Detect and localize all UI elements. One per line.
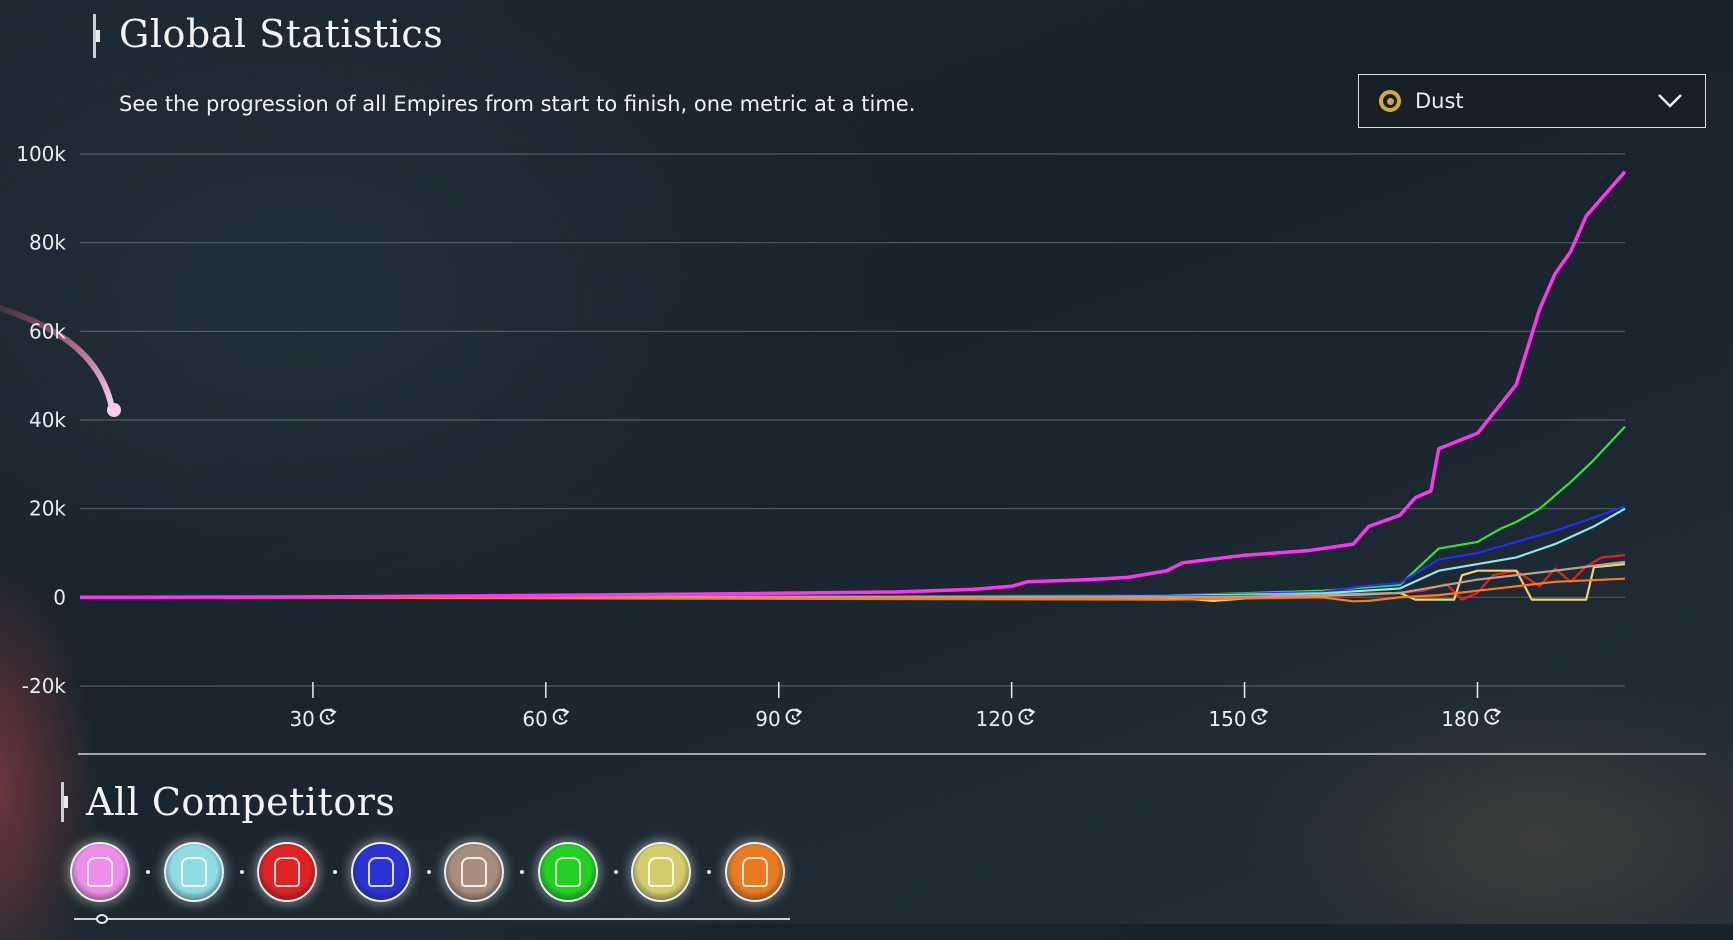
series-line — [79, 170, 1627, 600]
cathedral-icon — [274, 857, 300, 887]
y-tick-label: -20k — [22, 674, 67, 698]
turn-icon — [1251, 708, 1269, 725]
turn-icon — [1018, 708, 1036, 725]
section-marker — [93, 14, 96, 58]
y-tick-label: 20k — [29, 497, 66, 521]
chevron-down-icon — [1658, 94, 1682, 108]
crystal-icon — [87, 857, 113, 887]
comet-decoration — [0, 305, 121, 417]
y-tick-label: 80k — [29, 231, 66, 255]
competitor-avatar[interactable] — [70, 842, 130, 902]
turn-icon — [1484, 708, 1502, 725]
insect-icon — [741, 857, 768, 887]
dust-icon — [1379, 90, 1401, 112]
winged-icon — [367, 857, 394, 887]
competitor-avatar[interactable] — [631, 842, 691, 902]
turn-icon — [319, 708, 337, 725]
section-marker — [61, 782, 64, 822]
x-tick-label: 30 — [289, 707, 314, 731]
section-divider — [78, 753, 1706, 755]
competitor-avatar[interactable] — [257, 842, 317, 902]
page-title: Global Statistics — [119, 12, 444, 56]
metric-dropdown[interactable]: Dust — [1358, 74, 1706, 128]
metric-dropdown-label: Dust — [1415, 89, 1464, 113]
competitor-separator — [426, 870, 431, 874]
turn-icon — [785, 708, 803, 725]
x-tick-label: 150 — [1208, 707, 1246, 731]
competitor-separator — [333, 870, 337, 874]
competitor-separator — [613, 870, 618, 874]
timeline-bar — [74, 918, 790, 920]
competitors-title: All Competitors — [86, 780, 396, 824]
competitor-avatar[interactable] — [724, 842, 785, 902]
timeline-handle[interactable] — [96, 914, 108, 924]
competitor-avatar[interactable] — [537, 842, 598, 902]
competitor-separator — [520, 870, 524, 874]
rune-icon — [554, 857, 581, 887]
x-tick-label: 180 — [1441, 707, 1479, 731]
beast-icon — [461, 857, 487, 887]
y-tick-label: 0 — [53, 585, 66, 609]
series-line — [79, 425, 1626, 599]
series-line — [79, 577, 1626, 603]
dust-line-chart: 100k 80k 60k 40k 20k 0 -20k 30 60 90 120 150 180 — [16, 142, 1627, 731]
competitor-separator — [707, 870, 711, 874]
series-line — [79, 505, 1626, 599]
competitor-avatar[interactable] — [163, 842, 224, 902]
competitor-separator — [239, 870, 244, 874]
x-tick-label: 90 — [755, 707, 780, 731]
plant-icon — [648, 857, 674, 887]
y-tick-label: 60k — [29, 319, 66, 343]
turn-icon — [552, 708, 570, 725]
competitor-separator — [146, 870, 150, 874]
x-tick-label: 60 — [522, 707, 547, 731]
eye-icon — [180, 857, 207, 887]
series-line — [79, 560, 1626, 599]
y-tick-label: 100k — [16, 142, 66, 166]
competitor-avatar[interactable] — [444, 842, 504, 902]
competitor-avatar[interactable] — [350, 842, 411, 902]
page-subtitle: See the progression of all Empires from … — [119, 92, 916, 116]
y-tick-label: 40k — [29, 408, 66, 432]
x-tick-label: 120 — [975, 707, 1013, 731]
